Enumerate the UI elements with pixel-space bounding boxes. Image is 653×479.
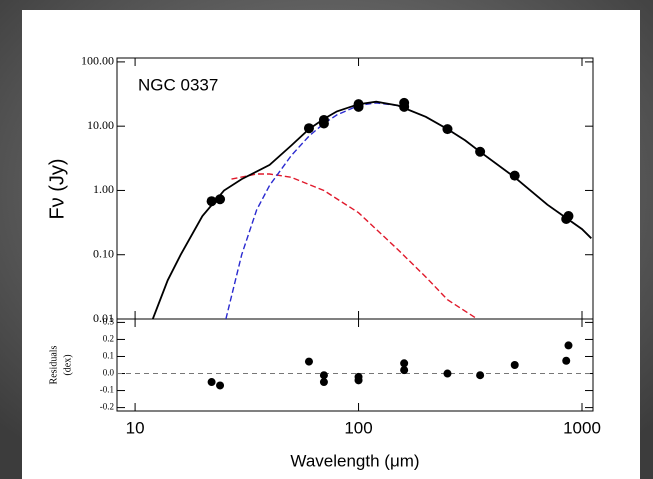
y-tick-label: 0.3 xyxy=(103,316,115,326)
data-point xyxy=(563,211,574,222)
residual-point xyxy=(510,361,519,369)
residual-point xyxy=(400,366,409,375)
model-line xyxy=(225,102,592,319)
residual-point xyxy=(400,359,409,368)
data-point xyxy=(353,99,364,110)
y-tick-label: 1.00 xyxy=(93,182,114,196)
residual-point xyxy=(319,378,328,387)
model-line xyxy=(231,173,478,319)
residual-point xyxy=(354,376,363,385)
y-tick-label: 0.2 xyxy=(103,334,114,344)
x-tick-label: 100 xyxy=(344,418,372,437)
y-tick-label: 0.1 xyxy=(103,351,114,361)
residual-frame xyxy=(116,318,594,412)
data-point xyxy=(475,146,486,157)
y-axis-label: (dex) xyxy=(62,354,73,375)
data-point xyxy=(303,123,314,134)
x-tick-label: 1000 xyxy=(563,418,601,437)
y-axis-label: Residuals xyxy=(48,345,59,384)
y-tick-label: 0.01 xyxy=(93,311,114,325)
y-tick-label: -0.1 xyxy=(100,385,114,395)
annotation: NGC 0337 xyxy=(138,75,218,94)
residual-point xyxy=(564,341,573,350)
y-axis-label: Fν (Jy) xyxy=(46,158,68,219)
data-point xyxy=(442,124,453,135)
residual-point xyxy=(562,356,571,365)
residual-point xyxy=(216,381,225,390)
y-tick-label: 100.00 xyxy=(81,54,114,68)
y-tick-label: -0.2 xyxy=(100,402,114,412)
residual-point xyxy=(443,369,452,378)
panel xyxy=(22,10,640,479)
residual-point xyxy=(319,371,328,380)
y-tick-label: 0.0 xyxy=(103,368,115,378)
data-point xyxy=(215,194,226,205)
residual-point xyxy=(207,378,216,387)
data-point xyxy=(509,170,520,181)
residual-point xyxy=(476,371,485,380)
data-point xyxy=(206,196,217,207)
data-point xyxy=(399,97,410,108)
plot-area xyxy=(151,97,592,319)
y-tick-label: 10.00 xyxy=(87,118,114,132)
x-axis-label: Wavelength (μm) xyxy=(290,451,419,470)
y-tick-label: 0.10 xyxy=(93,246,114,260)
residual-point xyxy=(304,357,313,366)
data-point xyxy=(318,114,329,125)
x-tick-label: 10 xyxy=(126,418,145,437)
